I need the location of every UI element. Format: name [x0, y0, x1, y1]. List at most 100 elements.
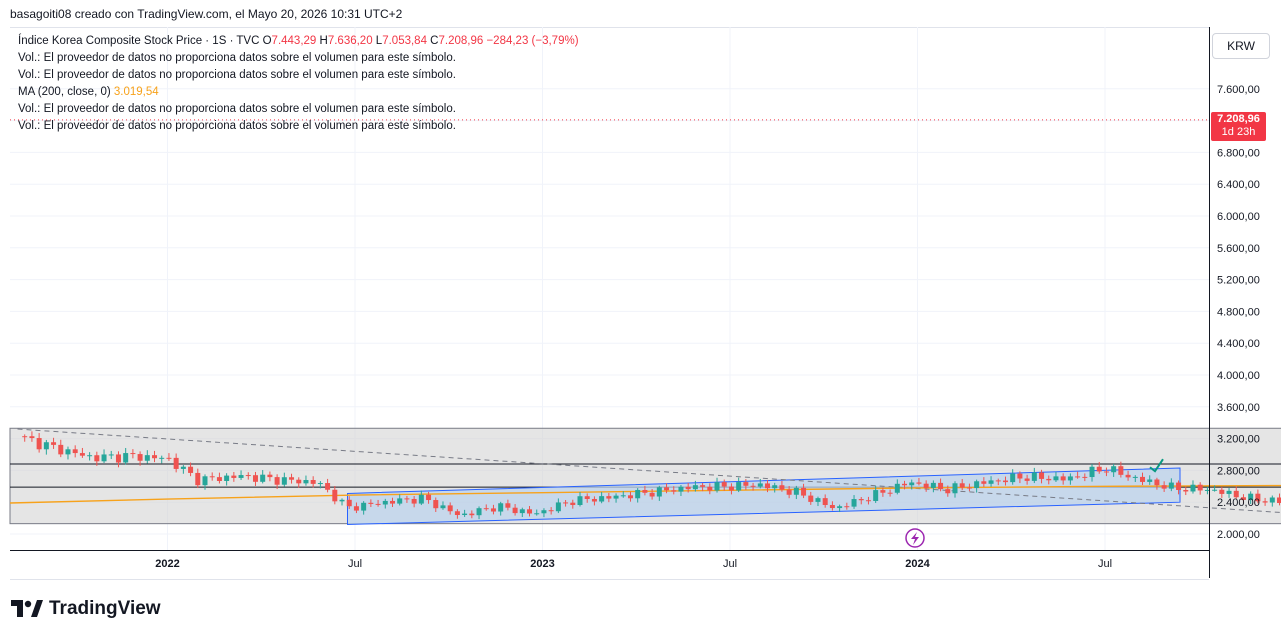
- legend-volume-4: Vol.: El proveedor de datos no proporcio…: [18, 120, 456, 132]
- candle-body: [79, 453, 85, 456]
- y-tick-label: 6.800,00: [1217, 147, 1260, 159]
- chart-area[interactable]: [10, 27, 1209, 580]
- candle-body: [159, 457, 165, 459]
- currency-button[interactable]: KRW: [1212, 33, 1270, 59]
- candle-body: [289, 477, 295, 480]
- x-tick-label: 2024: [905, 558, 930, 570]
- candle-body: [786, 489, 792, 495]
- candle-body: [361, 502, 367, 511]
- candle-body: [1154, 479, 1160, 486]
- y-tick-label: 5.200,00: [1217, 275, 1260, 287]
- price-axis-ticks: 7.600,007.200,006.800,006.400,006.000,00…: [1217, 84, 1260, 541]
- candle-body: [72, 449, 78, 454]
- legend-symbol[interactable]: Índice Korea Composite Stock Price · 1S …: [18, 35, 260, 47]
- candle-body: [599, 496, 605, 502]
- candle-body: [801, 487, 807, 496]
- last-price-value: 7.208,96: [1217, 113, 1260, 125]
- legend-low: 7.053,84: [382, 35, 427, 47]
- candle-body: [1255, 493, 1261, 502]
- candle-body: [988, 480, 994, 484]
- candle-body: [894, 483, 900, 493]
- candle-body: [1240, 497, 1246, 500]
- ma-200-line: [9, 484, 1281, 504]
- candle-body: [51, 442, 57, 445]
- candle-body: [36, 438, 42, 450]
- candle-body: [1039, 472, 1045, 479]
- candle-body: [1147, 479, 1153, 482]
- drawings-foreground: [10, 119, 1209, 473]
- candle-body: [209, 476, 215, 478]
- candle-body: [1183, 490, 1189, 492]
- time-axis[interactable]: [10, 550, 1209, 551]
- candle-body: [101, 454, 107, 462]
- candle-body: [245, 475, 251, 477]
- legend-open: 7.443,29: [271, 35, 317, 47]
- candle-body: [873, 490, 879, 501]
- candle-body: [541, 510, 547, 514]
- candle-body: [1067, 476, 1073, 481]
- candle-body: [512, 507, 518, 514]
- candle-body: [238, 475, 244, 478]
- legend-close: 7.208,96: [438, 35, 484, 47]
- candle-body: [678, 486, 684, 492]
- candle-body: [808, 495, 814, 502]
- legend-low-label: L: [375, 35, 383, 47]
- candle-body: [115, 454, 121, 463]
- candle-body: [1197, 484, 1203, 491]
- candle-body: [966, 487, 972, 489]
- candle-body: [519, 509, 525, 514]
- candle-body: [390, 500, 395, 504]
- candle-body: [1103, 471, 1109, 473]
- candle-body: [909, 482, 915, 486]
- candle-body: [166, 457, 172, 459]
- candle-body: [714, 482, 720, 491]
- y-tick-label: 4.400,00: [1217, 338, 1260, 350]
- candle-body: [1060, 476, 1066, 481]
- candle-body: [1010, 473, 1016, 483]
- y-tick-label: 7.600,00: [1217, 84, 1260, 96]
- candle-body: [469, 513, 475, 516]
- lightning-event-icon[interactable]: [905, 528, 925, 548]
- candle-body: [656, 487, 662, 497]
- candle-body: [94, 455, 100, 462]
- candle-body: [1212, 489, 1218, 491]
- candle-body: [793, 487, 799, 495]
- bar-countdown: 1d 23h: [1221, 126, 1256, 138]
- candle-body: [252, 475, 258, 482]
- candle-body: [1277, 497, 1281, 504]
- legend-ma-value: 3.019,54: [113, 86, 159, 98]
- tradingview-logo[interactable]: TradingView: [11, 598, 161, 620]
- legend-volume-2: Vol.: El proveedor de datos no proporcio…: [18, 69, 456, 81]
- candle-body: [887, 492, 893, 494]
- candle-body: [1190, 484, 1196, 492]
- moving-average-layer: [9, 484, 1281, 504]
- candle-body: [952, 483, 958, 494]
- legend-open-label: O: [262, 35, 272, 47]
- candle-body: [440, 505, 446, 509]
- candle-body: [829, 504, 835, 509]
- candle-body: [685, 486, 691, 490]
- candle-body: [959, 483, 965, 488]
- candle-body: [923, 483, 929, 488]
- candle-body: [527, 509, 533, 514]
- candle-body: [1161, 485, 1167, 489]
- price-axis[interactable]: [1209, 27, 1210, 578]
- candle-body: [671, 490, 677, 492]
- candle-body: [1017, 473, 1023, 479]
- candle-body: [707, 486, 713, 491]
- legend-ma-row[interactable]: MA (200, close, 0) 3.019,54: [18, 86, 159, 98]
- candle-body: [1262, 501, 1268, 503]
- candle-body: [858, 499, 864, 501]
- candle-body: [382, 500, 388, 505]
- candle-body: [534, 513, 540, 515]
- candle-body: [1024, 478, 1030, 481]
- candle-body: [303, 480, 309, 484]
- candle-body: [1031, 472, 1037, 481]
- candle-body: [649, 492, 655, 497]
- candle-body: [490, 508, 496, 512]
- candle-body: [325, 483, 331, 490]
- candle-body: [144, 455, 150, 461]
- candle-body: [454, 511, 460, 516]
- candle-body: [563, 502, 569, 504]
